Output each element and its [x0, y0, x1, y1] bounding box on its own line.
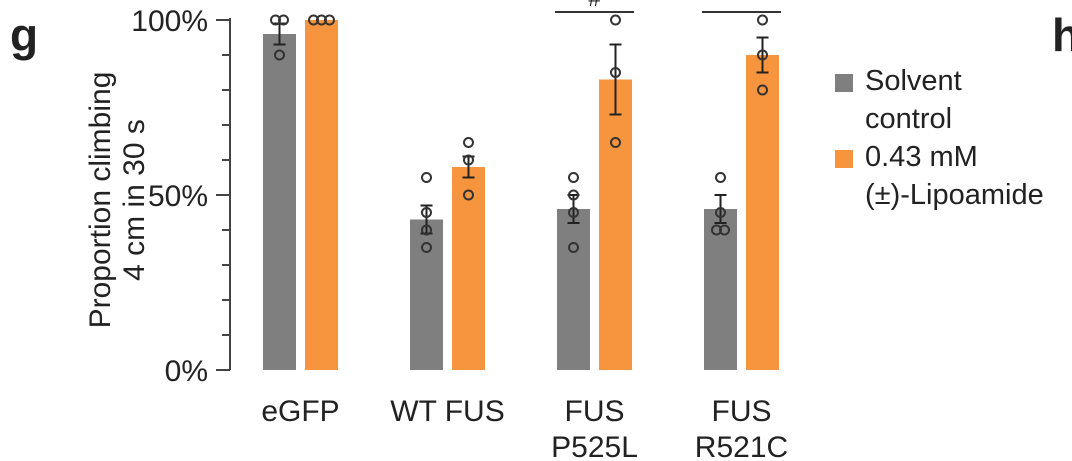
panel-letter-h: h [1052, 9, 1072, 61]
data-point [324, 14, 335, 26]
bar [746, 55, 779, 370]
legend-item-lipoamide: 0.43 mM (±)-Lipoamide [835, 138, 1044, 214]
x-tick-label: FUS [565, 395, 625, 428]
legend-swatch-lipoamide [835, 150, 853, 168]
data-point [463, 154, 474, 166]
y-tick-label: 0% [165, 355, 208, 388]
legend-swatch-solvent-control [835, 74, 853, 92]
bar [452, 167, 485, 370]
data-point [421, 207, 432, 218]
legend-label-line: Solvent [865, 65, 962, 97]
x-tick-label: FUS [712, 395, 772, 428]
bar [704, 209, 737, 370]
significance-marker: * [737, 0, 746, 11]
bar [557, 209, 590, 370]
legend-label-line: control [865, 103, 953, 135]
data-point [757, 49, 768, 61]
legend-label-line: 0.43 mM [865, 141, 978, 173]
data-point [715, 207, 726, 218]
data-point [421, 242, 432, 253]
data-point [421, 172, 432, 183]
x-tick-label: R521C [695, 431, 788, 461]
data-point [278, 14, 289, 26]
legend-item-solvent-control: Solvent control [835, 62, 1044, 138]
data-point [610, 137, 621, 148]
bar [305, 20, 338, 370]
x-tick-label: P525L [551, 431, 638, 461]
legend-label-line: (±)-Lipoamide [865, 179, 1044, 211]
data-point [610, 14, 621, 26]
data-point [568, 207, 579, 218]
panel-letter-g: g [10, 9, 39, 61]
data-point [715, 172, 726, 183]
bar [599, 79, 632, 370]
data-point [568, 189, 579, 201]
data-point [421, 224, 432, 236]
legend: Solvent control 0.43 mM (±)-Lipoamide [835, 62, 1044, 214]
y-tick-label: 100% [131, 5, 208, 38]
bar [263, 34, 296, 370]
data-point [463, 189, 474, 201]
data-point [757, 14, 768, 26]
y-tick-label: 50% [148, 180, 208, 213]
x-tick-label: WT FUS [390, 395, 504, 428]
significance-marker: # [588, 0, 601, 11]
data-point [274, 49, 285, 61]
data-point [568, 172, 579, 183]
data-point [610, 67, 621, 78]
data-point [568, 242, 579, 253]
bar [410, 219, 443, 370]
data-point [719, 224, 730, 236]
x-tick-label: eGFP [261, 395, 339, 428]
data-point [463, 137, 474, 148]
data-point [757, 84, 768, 96]
